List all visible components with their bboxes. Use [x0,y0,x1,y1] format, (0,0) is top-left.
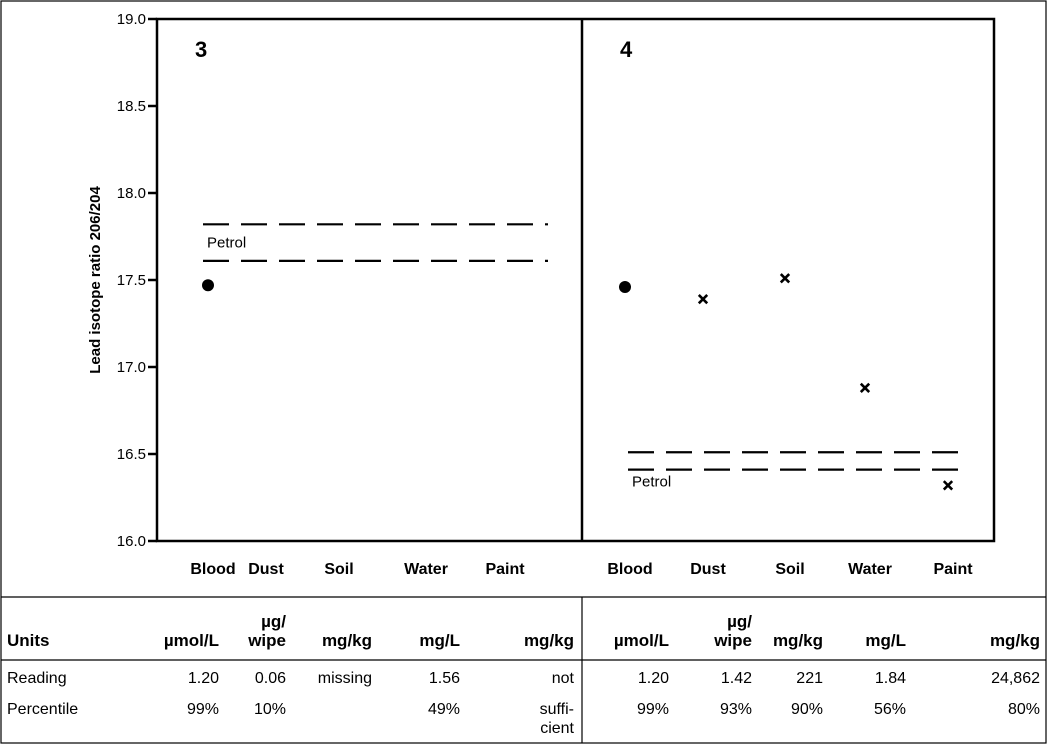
petrol-label: Petrol [207,235,246,252]
percentile-cell: 99% [187,701,219,718]
y-tick-label: 18.0 [117,185,146,202]
category-label-water: Water [848,561,892,578]
category-label-paint: Paint [485,561,525,578]
units-cell: mg/L [865,631,906,650]
cross-stroke [859,382,871,393]
units-cell: mg/L [419,631,460,650]
petrol-label: Petrol [632,474,671,491]
plot-area-frame [155,17,996,543]
panel-3: 3 Petrol [195,37,548,292]
chart-panels: 3 Petrol 4 Petrol [195,37,960,491]
percentile-cell: 56% [874,701,906,718]
units-cell: mg/kg [524,631,574,650]
percentile-cell: 80% [1008,701,1040,718]
category-label-blood: Blood [607,561,652,578]
units-cell: µmol/L [614,631,669,650]
percentile-cell: 49% [428,701,460,718]
y-tick-label: 17.5 [117,272,146,289]
data-point-paint [942,480,954,491]
category-label-blood: Blood [190,561,235,578]
row-label-percentile: Percentile [7,701,78,718]
data-point-soil [779,273,791,284]
units-cell: wipe [247,631,286,650]
y-axis-ticks: 19.0 18.5 18.0 17.5 17.0 16.5 16.0 [117,11,157,550]
units-cell: µmol/L [164,631,219,650]
category-label-water: Water [404,561,448,578]
panel-number: 3 [195,37,207,62]
panel-number: 4 [620,37,633,62]
reading-cell: 1.56 [429,670,460,687]
cross-stroke [779,273,791,284]
cross-stroke [697,294,709,305]
data-table: Units Reading Percentile µmol/L 1.20 99% µg/wi… [7,612,1040,737]
data-point-water [859,382,871,393]
reading-cell: 1.84 [875,670,906,687]
percentile-cell: 90% [791,701,823,718]
category-label-soil: Soil [324,561,353,578]
data-point-dust [697,294,709,305]
reading-cell: 221 [796,670,823,687]
category-label-dust: Dust [248,561,284,578]
units-cell: mg/kg [773,631,823,650]
reading-cell: 1.42 [721,670,752,687]
row-label-reading: Reading [7,670,67,687]
units-cell: mg/kg [322,631,372,650]
data-point-blood [202,279,214,292]
percentile-cell: 10% [254,701,286,718]
table-panel-1: µmol/L 1.20 99% µg/wipe 0.06 10% mg/kg missing m… [164,612,575,737]
row-label-units: Units [7,631,50,650]
reading-cell: not [552,670,575,687]
reading-cell: 1.20 [188,670,219,687]
category-label-paint: Paint [933,561,973,578]
panel-4: 4 Petrol [619,37,960,491]
y-tick-label: 16.0 [117,533,146,550]
cross-stroke [942,480,954,491]
category-label-dust: Dust [690,561,726,578]
percentile-cell: cient [540,720,574,737]
table-panel-2: µmol/L 1.20 99% µg/wipe 1.42 93% mg/kg 221 90% mg… [614,612,1040,718]
y-tick-label: 19.0 [117,11,146,28]
category-labels: Blood Dust Soil Water Paint Blood Dust Soil Wate… [190,561,973,578]
y-tick-label: 17.0 [117,359,146,376]
data-point-blood [619,280,631,293]
reading-cell: missing [318,670,372,687]
units-cell: wipe [713,631,752,650]
y-tick-label: 18.5 [117,98,146,115]
units-cell: µg/ [261,612,286,631]
percentile-cell: 99% [637,701,669,718]
units-cell: µg/ [727,612,752,631]
reading-cell: 0.06 [255,670,286,687]
reading-cell: 1.20 [638,670,669,687]
percentile-cell: 93% [720,701,752,718]
reading-cell: 24,862 [991,670,1040,687]
y-tick-label: 16.5 [117,446,146,463]
units-cell: mg/kg [990,631,1040,650]
percentile-cell: suffi- [540,701,574,718]
category-label-soil: Soil [775,561,804,578]
y-axis-title: Lead isotope ratio 206/204 [87,186,104,374]
